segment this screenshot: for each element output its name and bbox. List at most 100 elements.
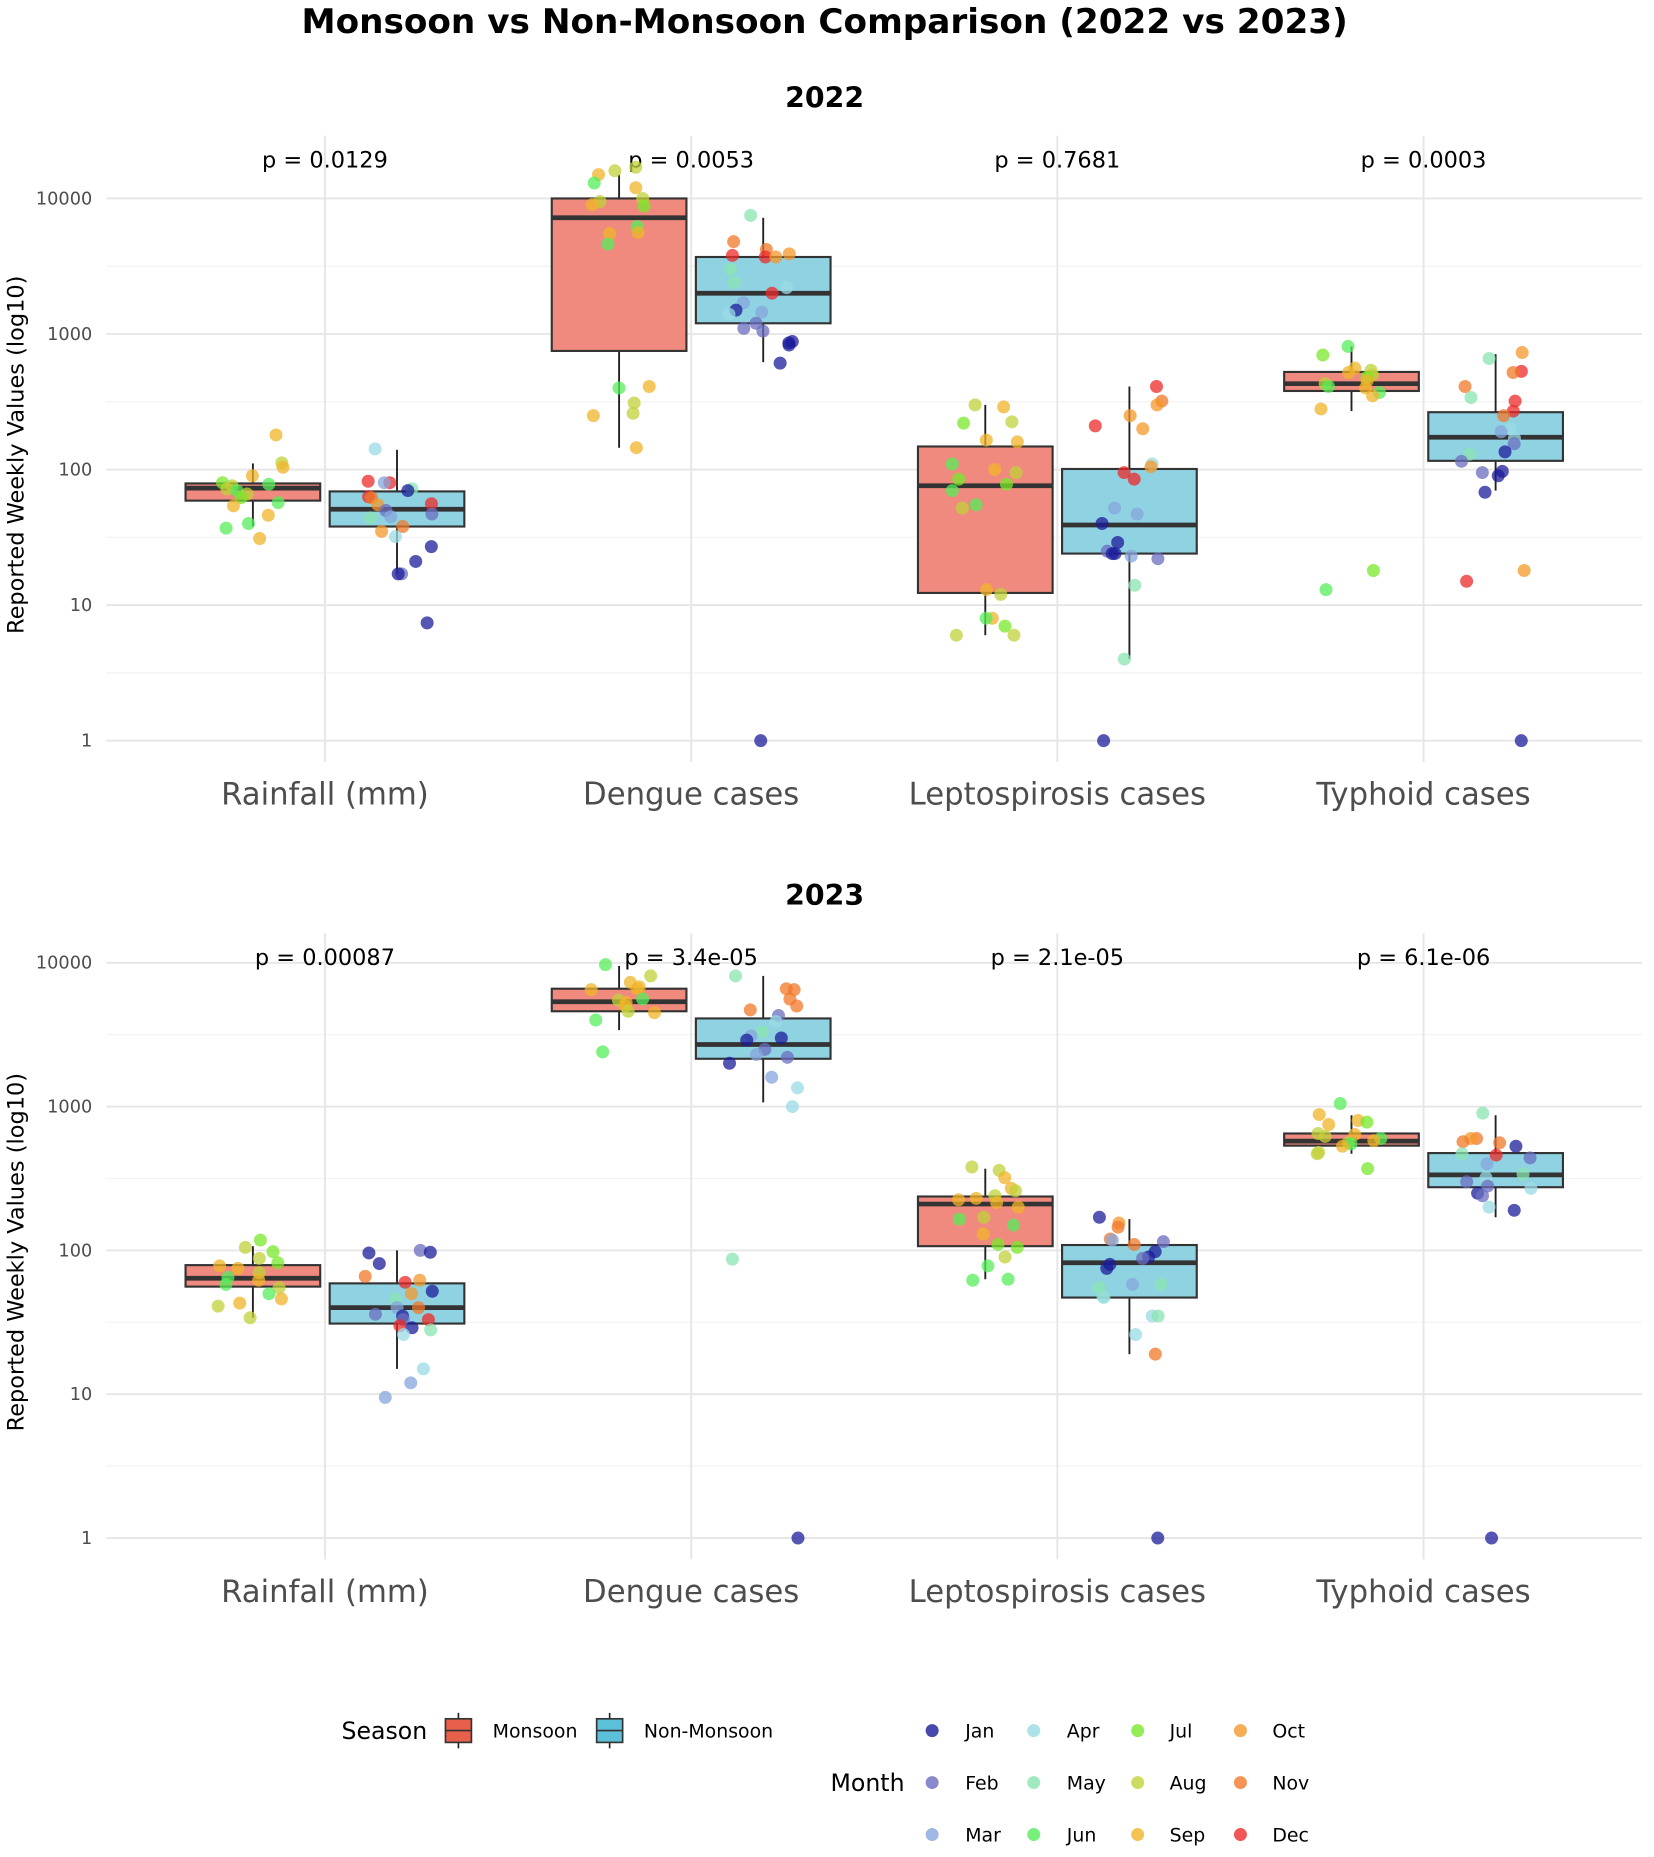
month-dot bbox=[925, 1828, 939, 1842]
data-point-sep bbox=[631, 226, 645, 240]
month-key-dec: Dec bbox=[1233, 1825, 1309, 1847]
data-point-sep bbox=[1011, 1200, 1025, 1214]
y-tick-label: 10 bbox=[70, 1385, 93, 1405]
data-point-jun bbox=[262, 477, 276, 491]
data-point-jul bbox=[271, 1256, 285, 1270]
data-point-jun bbox=[219, 1277, 233, 1291]
data-point-jul bbox=[253, 1233, 267, 1247]
data-point-mar bbox=[1130, 507, 1144, 521]
data-point-apr bbox=[780, 281, 794, 295]
data-point-apr bbox=[1129, 1328, 1143, 1342]
month-label: Jul bbox=[1169, 1721, 1193, 1743]
month-dot bbox=[1131, 1724, 1145, 1738]
data-point-sep bbox=[585, 198, 599, 212]
data-point-feb bbox=[425, 507, 439, 521]
data-point-oct bbox=[1517, 564, 1531, 578]
data-point-oct bbox=[782, 247, 796, 261]
data-point-mar bbox=[749, 1048, 763, 1062]
data-point-sep bbox=[980, 583, 994, 597]
p-value-label: p = 0.00087 bbox=[255, 945, 395, 971]
data-point-jun bbox=[966, 1273, 980, 1287]
data-point-sep bbox=[231, 1261, 245, 1275]
y-tick-label: 1 bbox=[81, 732, 92, 752]
data-point-may bbox=[1455, 1147, 1469, 1161]
data-point-sep bbox=[253, 532, 267, 546]
data-point-aug bbox=[994, 587, 1008, 601]
data-point-dec bbox=[1117, 466, 1131, 480]
data-point-aug bbox=[608, 164, 622, 178]
p-value-label: p = 0.0003 bbox=[1361, 148, 1487, 174]
data-point-aug bbox=[1318, 1129, 1332, 1143]
data-point-may bbox=[1117, 652, 1131, 666]
boxplot-non-monsoon bbox=[1427, 1115, 1565, 1218]
data-point-aug bbox=[1007, 628, 1021, 642]
data-point-aug bbox=[998, 1250, 1012, 1264]
y-tick-label: 10000 bbox=[36, 189, 92, 209]
data-point-may bbox=[1128, 578, 1142, 592]
season-key-non-monsoon: Non-Monsoon bbox=[595, 1712, 773, 1749]
y-axis-label: Reported Weekly Values (log10) bbox=[4, 276, 30, 634]
data-point-aug bbox=[621, 1004, 635, 1018]
data-point-feb bbox=[1476, 1189, 1490, 1203]
data-point-nov bbox=[1148, 1347, 1162, 1361]
data-point-jan bbox=[1485, 1531, 1499, 1545]
data-point-feb bbox=[368, 1307, 382, 1321]
data-point-dec bbox=[725, 248, 739, 262]
data-point-feb bbox=[1460, 1175, 1474, 1189]
data-point-sep bbox=[642, 380, 656, 393]
data-point-sep bbox=[976, 1227, 990, 1241]
data-point-jun bbox=[981, 1259, 995, 1273]
data-point-jan bbox=[1100, 1261, 1114, 1275]
data-point-sep bbox=[233, 1296, 247, 1310]
panels: 1 10 100 1000 10000 2022 Reported Weekly Value… bbox=[4, 81, 1643, 1610]
data-point-sep bbox=[969, 1191, 983, 1205]
data-point-jun bbox=[219, 521, 233, 535]
month-label: Nov bbox=[1272, 1773, 1309, 1795]
data-point-jan bbox=[1097, 734, 1111, 748]
month-key-sep: Sep bbox=[1131, 1825, 1205, 1847]
data-point-jul bbox=[266, 1245, 280, 1259]
data-point-feb bbox=[1156, 1235, 1170, 1249]
data-point-dec bbox=[758, 250, 772, 264]
data-point-may bbox=[1482, 351, 1496, 365]
season-legend-title: Season bbox=[341, 1717, 427, 1745]
data-point-mar bbox=[377, 476, 391, 490]
data-point-aug bbox=[955, 501, 969, 515]
data-point-nov bbox=[411, 1301, 425, 1315]
x-tick-label: Leptospirosis cases bbox=[909, 776, 1206, 812]
data-point-may bbox=[724, 262, 738, 276]
month-dot bbox=[925, 1776, 939, 1790]
month-dot bbox=[1233, 1724, 1247, 1738]
data-point-jan bbox=[372, 1257, 386, 1271]
data-point-nov bbox=[396, 520, 410, 534]
data-point-jun bbox=[1001, 1272, 1015, 1286]
data-point-aug bbox=[626, 406, 640, 420]
data-point-aug bbox=[968, 398, 982, 412]
data-point-feb bbox=[1136, 1251, 1150, 1265]
box-iqr bbox=[550, 197, 688, 353]
data-point-dec bbox=[361, 474, 375, 488]
data-point-jun bbox=[952, 1212, 966, 1226]
box-iqr bbox=[916, 445, 1054, 594]
data-point-aug bbox=[211, 1299, 225, 1313]
month-label: Dec bbox=[1272, 1825, 1309, 1847]
data-point-may bbox=[729, 969, 743, 983]
data-point-feb bbox=[1475, 466, 1489, 480]
data-point-oct bbox=[1150, 398, 1164, 412]
data-point-mar bbox=[1126, 1277, 1140, 1291]
data-point-mar bbox=[1124, 549, 1138, 563]
data-point-mar bbox=[765, 1070, 779, 1084]
data-point-nov bbox=[790, 999, 804, 1013]
data-point-aug bbox=[220, 482, 234, 496]
boxplot-non-monsoon bbox=[694, 217, 832, 363]
data-point-jan bbox=[401, 484, 415, 498]
data-point-nov bbox=[358, 1269, 372, 1283]
data-point-feb bbox=[756, 324, 770, 338]
month-label: Oct bbox=[1272, 1721, 1305, 1743]
data-point-jun bbox=[1319, 583, 1333, 597]
season-label: Non-Monsoon bbox=[644, 1721, 773, 1743]
data-point-dec bbox=[1150, 380, 1163, 393]
data-point-jul bbox=[1366, 564, 1380, 578]
data-point-sep bbox=[997, 400, 1011, 414]
data-point-apr bbox=[785, 1100, 799, 1114]
